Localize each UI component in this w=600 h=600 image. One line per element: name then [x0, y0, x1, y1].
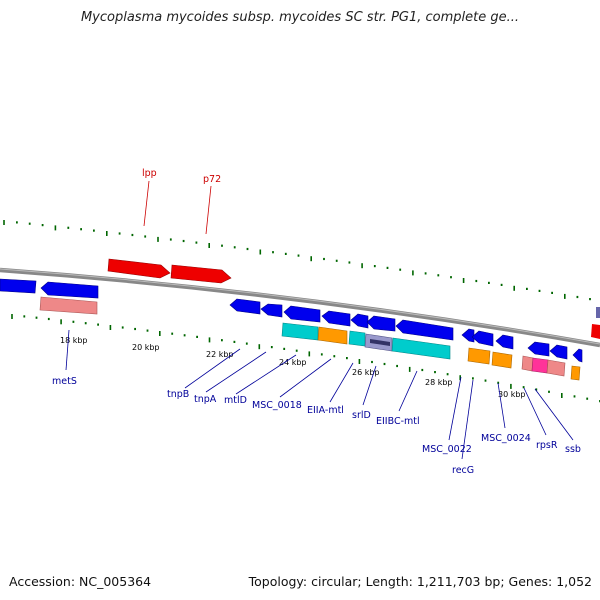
map-title: Mycoplasma mycoides subsp. mycoides SC s… [80, 10, 520, 25]
gene-edge-navy-arrow[interactable] [596, 307, 600, 318]
gene-label-tnpA[interactable]: tnpA [194, 394, 217, 405]
kbp-label: 30 kbp [498, 390, 526, 399]
cds-box[interactable] [391, 337, 451, 360]
gene-label-tnpB[interactable]: tnpB [167, 389, 189, 400]
gene-label-recG[interactable]: recG [452, 465, 474, 476]
gene-blue-arrow[interactable] [0, 278, 37, 294]
cds-box[interactable] [317, 326, 348, 345]
gene-label-EIIBC-mtl[interactable]: EIIBC-mtl [376, 416, 420, 427]
leader-line [448, 376, 462, 441]
gene-label-MSC_0018[interactable]: MSC_0018 [252, 400, 302, 411]
leader-line [362, 365, 377, 406]
leader-line [184, 348, 241, 389]
gene-blue-arrow[interactable] [395, 319, 454, 341]
leader-line [235, 354, 297, 395]
cds-pink-box[interactable] [39, 296, 98, 315]
gene-blue-arrow[interactable] [366, 315, 396, 332]
gene-label-srlD[interactable]: srlD [352, 410, 371, 421]
gene-label-lpp[interactable]: lpp [142, 168, 157, 179]
leader-line [279, 358, 332, 398]
topology-text: Topology: circular; Length: 1,211,703 bp… [248, 574, 592, 589]
gene-blue-arrow[interactable] [260, 303, 283, 318]
kbp-label: 20 kbp [132, 343, 160, 352]
gene-p72-arrow[interactable] [170, 264, 232, 284]
leader-line [497, 382, 506, 429]
genome-backbone [0, 267, 600, 348]
leader-line [143, 180, 150, 227]
kbp-label: 22 kbp [206, 350, 234, 359]
gene-label-p72[interactable]: p72 [203, 174, 221, 185]
genome-backbone-highlight [0, 268, 600, 345]
kbp-label: 28 kbp [425, 378, 453, 387]
gene-lpp-arrow[interactable] [107, 258, 171, 279]
cds-box[interactable] [467, 347, 491, 365]
gene-blue-arrow[interactable] [40, 281, 99, 299]
leader-line [398, 370, 418, 412]
gene-label-ssb[interactable]: ssb [565, 444, 581, 455]
cds-box[interactable] [531, 357, 549, 374]
gene-blue-arrow[interactable] [549, 344, 568, 360]
leader-line [65, 329, 70, 371]
kbp-label: 18 kbp [60, 336, 88, 345]
gene-blue-arrow[interactable] [321, 310, 351, 327]
leader-line [523, 387, 547, 436]
kbp-label: 24 kbp [279, 358, 307, 367]
gene-edge-red-arrow[interactable] [591, 324, 600, 339]
leader-line [461, 379, 474, 460]
cds-box[interactable] [491, 351, 513, 369]
accession-text: Accession: NC_005364 [9, 574, 152, 589]
leader-line [205, 185, 212, 235]
gene-blue-arrow[interactable] [495, 334, 514, 350]
gene-blue-arrow[interactable] [572, 348, 583, 363]
gene-label-EIIA-mtl[interactable]: EIIA-mtl [307, 405, 344, 416]
cds-box[interactable] [521, 355, 534, 372]
gene-label-metS[interactable]: metS [52, 376, 77, 387]
gene-blue-arrow[interactable] [283, 305, 321, 323]
cds-box[interactable] [370, 339, 390, 346]
leader-line [205, 351, 267, 393]
gene-blue-arrow[interactable] [527, 341, 550, 357]
cds-box[interactable] [281, 322, 319, 341]
gene-label-MSC_0022[interactable]: MSC_0022 [422, 444, 472, 455]
kbp-label: 26 kbp [352, 368, 380, 377]
leader-line [534, 388, 574, 441]
cds-box[interactable] [546, 359, 566, 377]
gene-blue-arrow[interactable] [461, 328, 475, 343]
leader-line [329, 362, 354, 403]
gene-blue-arrow[interactable] [471, 330, 494, 347]
cds-box[interactable] [570, 365, 581, 381]
gene-blue-arrow[interactable] [229, 298, 261, 315]
lower-tick-track [11, 314, 600, 403]
gene-label-rpsR[interactable]: rpsR [536, 440, 558, 451]
upper-tick-track [3, 220, 591, 301]
cds-box[interactable] [348, 330, 366, 347]
gene-label-mtlD[interactable]: mtlD [224, 395, 247, 406]
gene-label-MSC_0024[interactable]: MSC_0024 [481, 433, 531, 444]
gene-blue-arrow[interactable] [350, 313, 369, 329]
